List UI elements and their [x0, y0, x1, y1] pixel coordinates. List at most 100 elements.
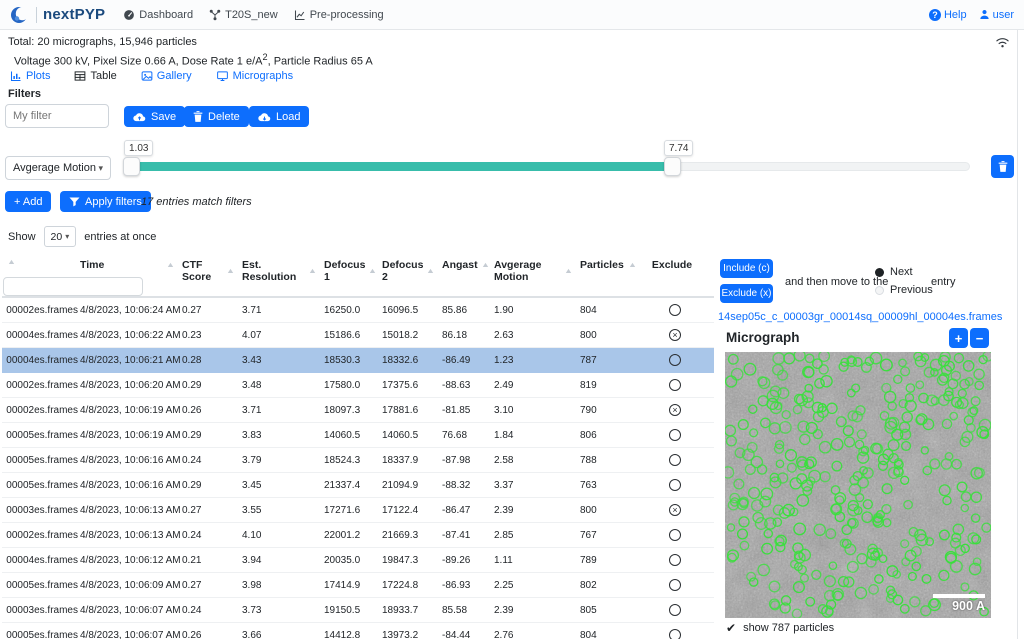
table-row[interactable]: 00003es.frames4/8/2023, 10:06:07 AM0.243… — [2, 598, 714, 623]
remove-filter-button[interactable] — [991, 155, 1014, 178]
cell-particles: 805 — [578, 605, 642, 616]
filter-name-input[interactable] — [5, 104, 109, 128]
show-particles-checkbox[interactable]: ✔ show 787 particles — [726, 621, 834, 635]
entries-count-select[interactable]: 20 ▾ — [44, 226, 77, 247]
column-label: Avgerage Motion — [494, 259, 561, 283]
not-excluded-icon — [669, 429, 681, 441]
cell-angast: -87.98 — [440, 455, 492, 466]
cell-ctf: 0.26 — [180, 630, 240, 639]
exclude-toggle[interactable]: × — [642, 329, 706, 341]
column-header-defocus-1[interactable]: Defocus 1▲ — [322, 253, 380, 283]
exclude-toggle[interactable] — [642, 354, 706, 366]
radio-next[interactable]: Next — [875, 266, 913, 278]
column-header-time[interactable]: Time▲ — [78, 253, 180, 271]
table-row[interactable]: 00005es.frames4/8/2023, 10:06:09 AM0.273… — [2, 573, 714, 598]
not-excluded-icon — [669, 554, 681, 566]
nav-preprocessing[interactable]: Pre-processing — [294, 9, 384, 21]
table-row[interactable]: 00004es.frames4/8/2023, 10:06:22 AM0.234… — [2, 323, 714, 348]
exclude-toggle[interactable] — [642, 479, 706, 491]
exclude-toggle[interactable] — [642, 579, 706, 591]
cell-res: 3.43 — [240, 355, 322, 366]
zoom-out-button[interactable]: − — [970, 328, 989, 348]
page-right-border — [1017, 30, 1018, 639]
name-column-filter-input[interactable] — [3, 277, 143, 296]
save-filter-button[interactable]: Save — [124, 106, 185, 127]
micrograph-image[interactable] — [725, 352, 991, 618]
column-header-angast[interactable]: Angast▲ — [440, 253, 492, 271]
apply-filters-button[interactable]: Apply filters — [60, 191, 151, 212]
stream-signal-icon[interactable] — [995, 36, 1010, 49]
cell-motion: 1.90 — [492, 305, 578, 316]
tab-plots[interactable]: Plots — [10, 70, 50, 82]
column-header-ctf-score[interactable]: CTF Score▲ — [180, 253, 240, 283]
radio-previous[interactable]: Previous — [875, 284, 933, 296]
cell-df2: 17375.6 — [380, 380, 440, 391]
tab-gallery[interactable]: Gallery — [141, 70, 192, 82]
load-label: Load — [276, 111, 300, 123]
radio-selected-icon — [875, 268, 884, 277]
show-entries-row: Show 20 ▾ entries at once — [8, 226, 156, 247]
table-row[interactable]: 00005es.frames4/8/2023, 10:06:07 AM0.263… — [2, 623, 714, 639]
cell-name: 00003es.frames — [2, 505, 78, 516]
show-prefix: Show — [8, 231, 36, 243]
table-row[interactable]: 00004es.frames4/8/2023, 10:06:12 AM0.213… — [2, 548, 714, 573]
plots-icon — [10, 70, 22, 82]
table-row[interactable]: 00002es.frames4/8/2023, 10:06:19 AM0.263… — [2, 398, 714, 423]
tab-table[interactable]: Table — [74, 70, 116, 82]
column-header-avgerage-motion[interactable]: Avgerage Motion▲ — [492, 253, 578, 283]
range-slider-track[interactable] — [125, 162, 970, 171]
add-filter-button[interactable]: + Add — [5, 191, 51, 212]
table-row[interactable]: 00005es.frames4/8/2023, 10:06:16 AM0.243… — [2, 448, 714, 473]
cell-motion: 1.23 — [492, 355, 578, 366]
help-link[interactable]: ? Help — [929, 9, 967, 21]
exclude-toggle[interactable] — [642, 429, 706, 441]
cell-time: 4/8/2023, 10:06:16 AM — [78, 455, 180, 466]
cell-res: 3.79 — [240, 455, 322, 466]
nav-project[interactable]: T20S_new — [209, 9, 278, 21]
exclude-toggle[interactable]: × — [642, 404, 706, 416]
table-row[interactable]: 00005es.frames4/8/2023, 10:06:16 AM0.293… — [2, 473, 714, 498]
slider-handle-max[interactable] — [664, 157, 681, 176]
slider-handle-min[interactable] — [123, 157, 140, 176]
column-header-exclude[interactable]: Exclude — [642, 253, 706, 271]
table-row[interactable]: 00002es.frames4/8/2023, 10:06:20 AM0.293… — [2, 373, 714, 398]
load-filter-button[interactable]: Load — [249, 106, 309, 127]
tab-micrographs[interactable]: Micrographs — [216, 70, 294, 82]
table-row[interactable]: 00004es.frames4/8/2023, 10:06:21 AM0.283… — [2, 348, 714, 373]
exclude-toggle[interactable] — [642, 604, 706, 616]
cell-time: 4/8/2023, 10:06:20 AM — [78, 380, 180, 391]
exclude-toggle[interactable] — [642, 379, 706, 391]
include-button[interactable]: Include (c) — [720, 259, 773, 278]
table-row[interactable]: 00003es.frames4/8/2023, 10:06:13 AM0.273… — [2, 498, 714, 523]
exclude-toggle[interactable]: × — [642, 504, 706, 516]
cell-ctf: 0.29 — [180, 430, 240, 441]
help-icon: ? — [929, 9, 941, 21]
exclude-toggle[interactable] — [642, 304, 706, 316]
user-link[interactable]: user — [979, 9, 1014, 21]
table-row[interactable]: 00002es.frames4/8/2023, 10:06:13 AM0.244… — [2, 523, 714, 548]
filter-field-select[interactable]: Avgerage Motion ▾ — [5, 156, 111, 180]
exclude-toggle[interactable] — [642, 554, 706, 566]
column-header-est-resolution[interactable]: Est. Resolution▲ — [240, 253, 322, 283]
cloud-upload-icon — [133, 112, 146, 122]
exclude-toggle[interactable] — [642, 454, 706, 466]
table-row[interactable]: 00005es.frames4/8/2023, 10:06:19 AM0.293… — [2, 423, 714, 448]
nav-dashboard[interactable]: Dashboard — [123, 9, 193, 21]
cell-time: 4/8/2023, 10:06:12 AM — [78, 555, 180, 566]
zoom-controls: + − — [949, 328, 989, 348]
column-label: Defocus 2 — [382, 259, 423, 283]
exclude-toggle[interactable] — [642, 629, 706, 639]
micrograph-file-link[interactable]: 14sep05c_c_00003gr_00014sq_00009hl_00004… — [718, 311, 1002, 323]
show-suffix: entries at once — [84, 231, 156, 243]
exclude-button[interactable]: Exclude (x) — [720, 284, 773, 303]
brand[interactable]: nextPYP — [0, 5, 105, 25]
cell-name: 00005es.frames — [2, 430, 78, 441]
column-header-defocus-2[interactable]: Defocus 2▲ — [380, 253, 440, 283]
exclude-toggle[interactable] — [642, 529, 706, 541]
delete-filter-button[interactable]: Delete — [184, 106, 249, 127]
zoom-in-button[interactable]: + — [949, 328, 968, 348]
column-header-name[interactable]: ▲ — [2, 253, 78, 266]
column-header-particles[interactable]: Particles▲ — [578, 253, 642, 271]
table-row[interactable]: 00002es.frames4/8/2023, 10:06:24 AM0.273… — [2, 298, 714, 323]
entries-count-value: 20 — [51, 231, 63, 243]
